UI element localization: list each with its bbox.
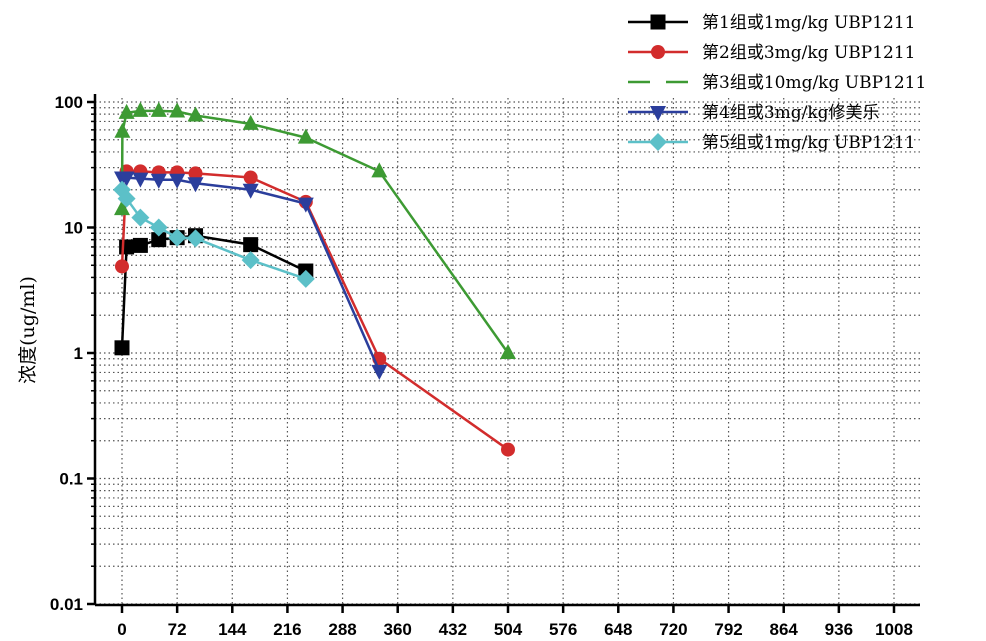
x-tick-label: 216 [273, 620, 301, 639]
legend: 第1组或1mg/kg UBP1211 第2组或3mg/kg UBP1211 第3组或… [628, 13, 926, 153]
data-point [187, 106, 204, 122]
data-point [187, 177, 204, 193]
data-point [114, 200, 130, 216]
x-tick-label: 432 [439, 620, 467, 639]
series-line [120, 234, 307, 348]
x-tick-label: 720 [659, 620, 687, 639]
data-point [119, 239, 135, 255]
data-point [371, 162, 388, 178]
legend-item-3: 第3组或10mg/kg UBP1211 [628, 73, 926, 93]
legend-item-4: 第4组或3mg/kg修美乐 [628, 103, 880, 123]
data-point [117, 189, 136, 208]
data-point [650, 14, 666, 30]
legend-label: 第5组或1mg/kg UBP1211 [702, 133, 915, 153]
data-point [114, 122, 131, 138]
x-tick-label: 144 [218, 620, 247, 639]
legend-label: 第3组或10mg/kg UBP1211 [702, 73, 926, 93]
data-point [296, 269, 315, 288]
data-point [243, 237, 259, 253]
series-2 [115, 164, 515, 457]
series-5 [113, 180, 315, 288]
data-point [132, 101, 149, 117]
legend-label: 第1组或1mg/kg UBP1211 [702, 13, 915, 33]
data-point [500, 344, 516, 359]
data-point [241, 251, 260, 270]
x-tick-label: 576 [549, 620, 577, 639]
x-tick-label: 0 [117, 620, 126, 639]
series-1 [114, 228, 314, 356]
data-point [115, 259, 129, 274]
x-tick-label: 72 [168, 620, 187, 639]
x-tick-label: 504 [494, 620, 523, 639]
x-tick-label: 360 [384, 620, 412, 639]
data-point [651, 45, 665, 59]
data-point [150, 173, 167, 189]
data-point [132, 172, 149, 188]
legend-item-2: 第2组或3mg/kg UBP1211 [628, 43, 915, 63]
legend-item-5: 第5组或1mg/kg UBP1211 [628, 133, 915, 153]
x-tick-label: 864 [770, 620, 799, 639]
y-axis-label: 浓度(ug/ml) [17, 276, 39, 384]
data-point [114, 340, 130, 356]
data-point [131, 208, 150, 227]
series-4 [114, 171, 388, 380]
x-tick-label: 1008 [875, 620, 913, 639]
x-tick-label: 792 [714, 620, 742, 639]
axes [87, 94, 920, 613]
data-point [149, 218, 168, 237]
data-point [188, 166, 203, 181]
series-layer [113, 101, 516, 457]
series-line [120, 170, 509, 451]
y-tick-label: 1 [74, 344, 83, 363]
legend-item-1: 第1组或1mg/kg UBP1211 [628, 13, 915, 33]
data-point [132, 237, 148, 253]
y-tick-label: 0.1 [59, 470, 83, 489]
y-tick-label: 0.01 [50, 595, 83, 614]
data-point [297, 128, 314, 144]
x-tick-label: 936 [825, 620, 853, 639]
data-point [501, 442, 515, 457]
data-point [649, 133, 667, 151]
tick-labels: 0.01 0.1 1 10 100 0 72 144 216 288 360 432 504 576 648… [50, 93, 913, 639]
data-point [118, 103, 135, 119]
data-point [242, 183, 259, 199]
data-point [186, 229, 205, 248]
data-point [243, 170, 258, 185]
data-point [371, 364, 388, 380]
data-point [242, 114, 259, 130]
data-point [168, 228, 187, 247]
data-point [297, 197, 314, 213]
data-point [118, 171, 135, 187]
legend-label: 第2组或3mg/kg UBP1211 [702, 43, 915, 63]
data-point [169, 173, 186, 189]
y-tick-label: 100 [55, 93, 83, 112]
data-point [150, 101, 167, 117]
x-tick-label: 648 [604, 620, 632, 639]
data-point [169, 102, 186, 118]
legend-label: 第4组或3mg/kg修美乐 [702, 103, 880, 123]
x-tick-label: 288 [328, 620, 356, 639]
data-point [151, 232, 167, 248]
series-3 [114, 101, 516, 359]
data-point [650, 106, 666, 121]
y-tick-label: 10 [64, 219, 83, 238]
